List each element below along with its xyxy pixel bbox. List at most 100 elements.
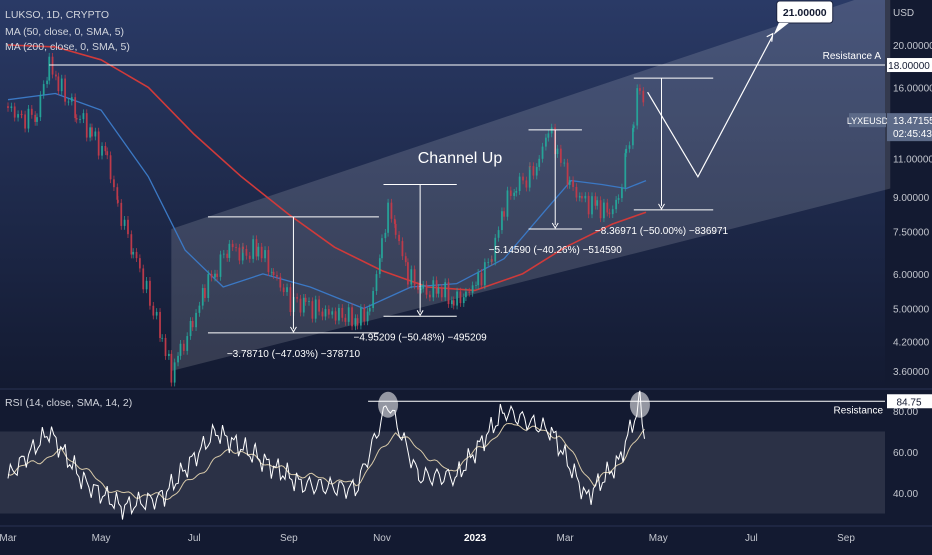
x-tick-label: Sep [280, 533, 298, 544]
price-candle-body [91, 127, 93, 137]
rsi-tick-label: 60.00 [893, 448, 918, 459]
price-candle-body [207, 274, 210, 298]
price-tick-label: 4.20000 [893, 338, 930, 349]
price-candle-body [611, 209, 614, 215]
measurement-2[interactable]: −4.95209 (−50.48%) −495209 [354, 184, 488, 344]
price-candle-body [216, 273, 219, 277]
rsi-peak-circle-2[interactable] [629, 391, 650, 418]
rsi-tick-label: 80.00 [893, 407, 918, 418]
price-candle-body [13, 106, 16, 118]
price-candles[interactable] [7, 52, 645, 387]
price-candle-body [257, 246, 260, 257]
price-candle-body [238, 247, 241, 261]
price-candle-body [432, 280, 435, 298]
price-candle-body [480, 272, 483, 286]
price-candle-body [509, 190, 512, 196]
rsi-resistance-label: Resistance [834, 405, 884, 416]
price-candle-body [596, 200, 599, 206]
price-candle-body [599, 200, 602, 219]
price-candle-body [568, 180, 571, 185]
price-candle-body [75, 118, 78, 120]
rsi-pane[interactable]: Resistance [0, 388, 932, 525]
price-candle-body [117, 199, 119, 203]
rsi-ma-line [7, 422, 645, 500]
price-candle-body [606, 202, 609, 213]
price-candle-body [608, 212, 611, 215]
price-candle-body [372, 290, 375, 309]
price-candle-body [36, 117, 38, 122]
price-tick-label: 16.00000 [893, 83, 932, 94]
price-candle-body [7, 106, 9, 108]
price-candle-body [429, 294, 431, 298]
price-candle-body [413, 269, 416, 286]
price-candle-body [503, 211, 505, 217]
price-candle-body [363, 307, 366, 322]
price-candle-body [594, 196, 597, 206]
price-candle-body [410, 269, 413, 285]
price-candle-body [559, 148, 562, 163]
price-candle-body [532, 166, 535, 176]
price-candle-body [10, 106, 13, 108]
price-candle-body [632, 128, 634, 146]
price-candle-body [450, 300, 453, 305]
price-candle-body [267, 250, 270, 273]
measurement-1[interactable]: −3.78710 (−47.03%) −378710 [207, 216, 379, 360]
price-candle-body [201, 288, 204, 306]
price-candle-body [248, 255, 251, 259]
rsi-value-box [887, 394, 932, 409]
price-pane[interactable]: Channel Up Resistance A −3.78710 (−47.03%)… [0, 0, 891, 388]
price-candle-body [444, 282, 447, 298]
price-candle-body [356, 318, 359, 326]
price-candle-body [393, 218, 396, 224]
countdown-label: 02:45:43 [893, 129, 932, 140]
price-candle-body [422, 284, 425, 289]
measurement-4[interactable]: −8.36971 (−50.00%) −836971 [595, 77, 729, 237]
target-callout-tail [773, 23, 789, 35]
ma200-line [7, 44, 647, 292]
price-candle-body [74, 97, 77, 119]
measurement-3[interactable]: −5.14590 (−40.26%) −514590 [489, 129, 623, 256]
price-candle-body [276, 275, 278, 277]
price-candle-body [282, 287, 285, 293]
price-candle-body [437, 287, 440, 294]
price-candle-body [621, 187, 623, 199]
price-candle-body [545, 137, 547, 147]
price-candle-body [490, 259, 493, 262]
price-candle-body [435, 280, 438, 294]
price-candle-body [130, 234, 133, 255]
price-candle-body [255, 239, 258, 257]
price-candle-body [624, 153, 627, 188]
price-candle-body [155, 311, 158, 316]
price-tick-label: 11.00000 [893, 155, 932, 166]
price-candle-body [260, 246, 263, 259]
symbol-box [849, 113, 886, 128]
price-candle-body [101, 145, 103, 156]
price-candle-body [70, 97, 73, 102]
price-candle-body [304, 297, 307, 302]
price-candle-body [314, 299, 317, 319]
price-candle-body [135, 251, 138, 259]
price-candle-body [127, 219, 129, 235]
price-candle-body [632, 125, 635, 129]
price-candle-body [351, 307, 353, 327]
price-candle-body [528, 166, 531, 188]
price-candle-body [591, 196, 593, 215]
price-candle-body [302, 297, 305, 313]
target-callout-text: 21.00000 [783, 7, 827, 19]
projection-path[interactable] [647, 35, 774, 179]
measurement-label: −4.95209 (−50.48%) −495209 [354, 332, 488, 343]
axes: 20.00000 16.00000 11.00000 9.00000 7.50000 6.… [0, 8, 932, 544]
x-tick-label: Jul [745, 533, 758, 544]
price-tick-label: 6.00000 [893, 270, 930, 281]
price-candle-body [51, 56, 54, 75]
price-candle-body [462, 297, 465, 304]
price-candle-body [572, 180, 574, 187]
channel-up-band[interactable] [171, 0, 891, 371]
price-candle-body [341, 307, 344, 318]
price-candle-body [272, 271, 275, 276]
price-candle-body [327, 309, 330, 315]
price-tick-label: 20.00000 [893, 41, 932, 52]
price-candle-body [324, 309, 327, 317]
price-candle-body [547, 133, 550, 138]
